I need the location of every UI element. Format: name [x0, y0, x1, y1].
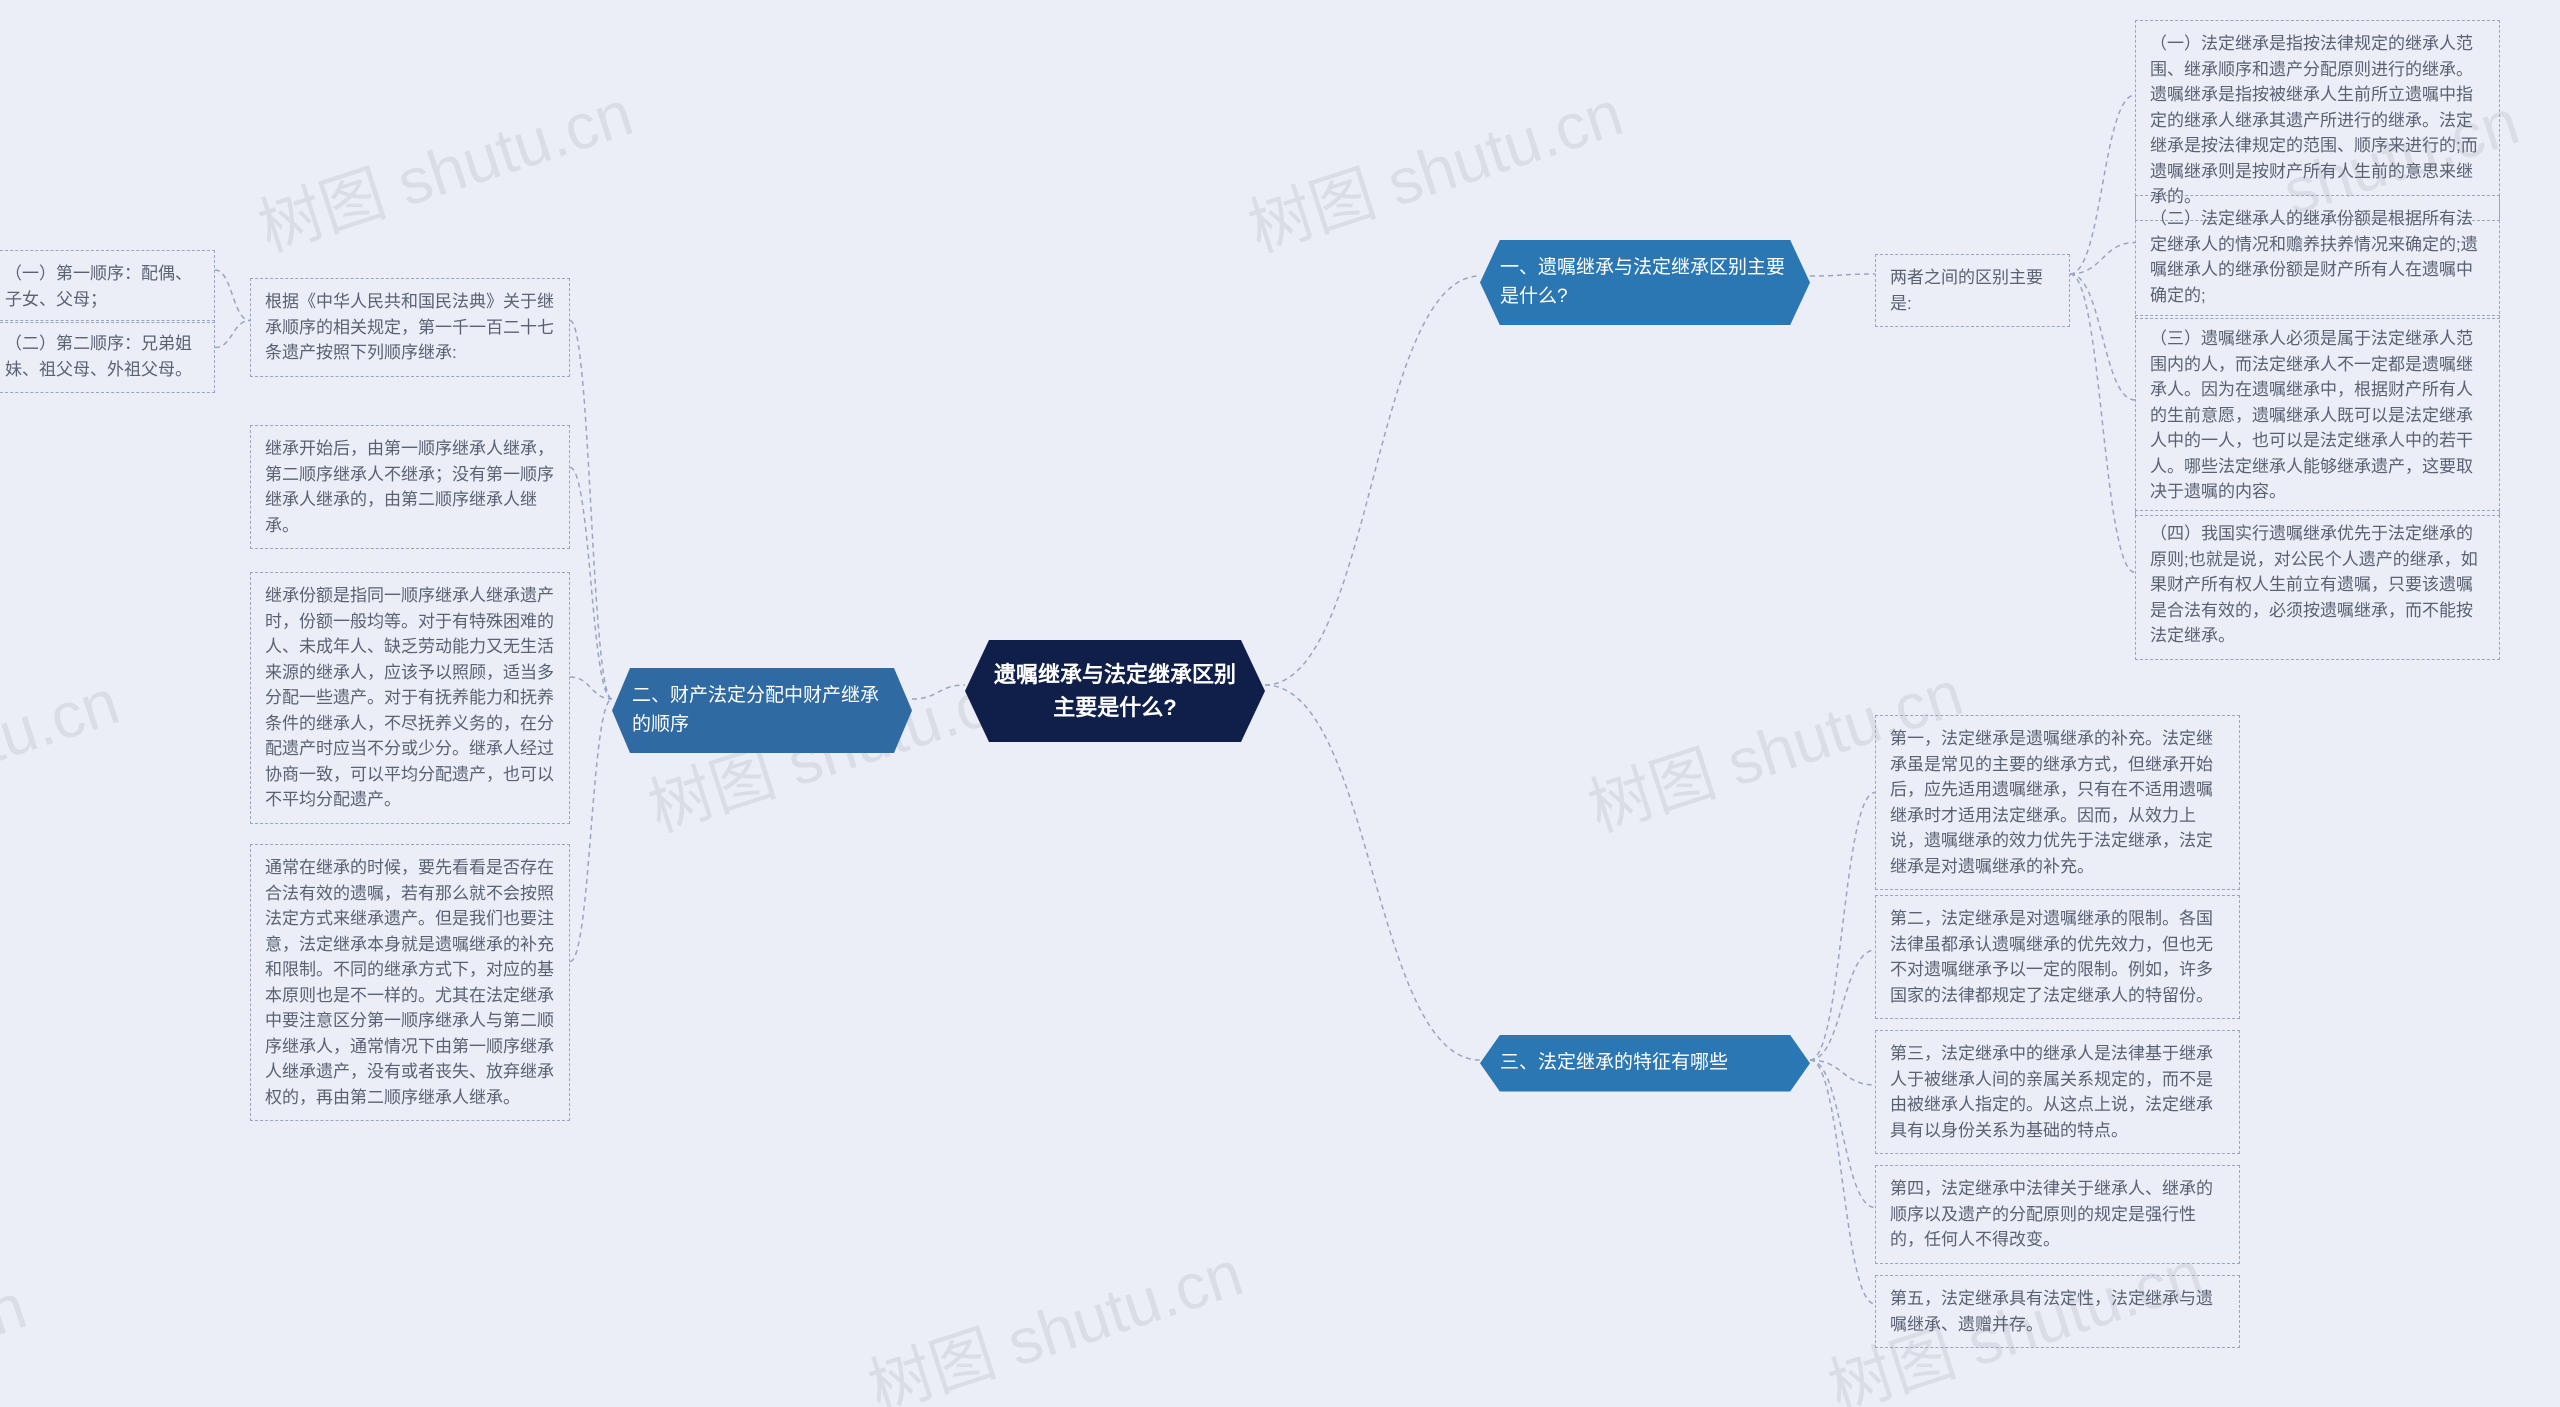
branch-2-label: 二、财产法定分配中财产继承的顺序 — [632, 685, 879, 735]
branch-1-item-1: （二）法定继承人的继承份额是根据所有法定继承人的情况和赡养扶养情况来确定的;遗嘱… — [2135, 195, 2500, 319]
branch-2-box-c-text: 继承份额是指同一顺序继承人继承遗产时，份额一般均等。对于有特殊困难的人、未成年人… — [265, 586, 554, 809]
branch-1-intro-text: 两者之间的区别主要是: — [1890, 268, 2043, 313]
branch-3-item-0: 第一，法定继承是遗嘱继承的补充。法定继承虽是常见的主要的继承方式，但继承开始后，… — [1875, 715, 2240, 890]
branch-2-sub-1: （二）第二顺序：兄弟姐妹、祖父母、外祖父母。 — [0, 320, 215, 393]
branch-1-item-3: （四）我国实行遗嘱继承优先于法定继承的原则;也就是说，对公民个人遗产的继承，如果… — [2135, 510, 2500, 660]
branch-1: 一、遗嘱继承与法定继承区别主要是什么? — [1480, 240, 1810, 325]
branch-1-label: 一、遗嘱继承与法定继承区别主要是什么? — [1500, 257, 1785, 307]
branch-2-box-c: 继承份额是指同一顺序继承人继承遗产时，份额一般均等。对于有特殊困难的人、未成年人… — [250, 572, 570, 824]
branch-1-item-0: （一）法定继承是指按法律规定的继承人范围、继承顺序和遗产分配原则进行的继承。遗嘱… — [2135, 20, 2500, 221]
branch-3-item-3: 第四，法定继承中法律关于继承人、继承的顺序以及遗产的分配原则的规定是强行性的，任… — [1875, 1165, 2240, 1264]
branch-2-box-d: 通常在继承的时候，要先看看是否存在合法有效的遗嘱，若有那么就不会按照法定方式来继… — [250, 844, 570, 1121]
branch-3-label: 三、法定继承的特征有哪些 — [1500, 1052, 1728, 1073]
root-node: 遗嘱继承与法定继承区别主要是什么? — [965, 640, 1265, 742]
branch-1-intro: 两者之间的区别主要是: — [1875, 254, 2070, 327]
branch-2: 二、财产法定分配中财产继承的顺序 — [612, 668, 912, 753]
branch-2-sub-0: （一）第一顺序：配偶、子女、父母； — [0, 250, 215, 323]
root-label: 遗嘱继承与法定继承区别主要是什么? — [994, 662, 1236, 720]
branch-3: 三、法定继承的特征有哪些 — [1480, 1035, 1810, 1092]
branch-3-item-1: 第二，法定继承是对遗嘱继承的限制。各国法律虽都承认遗嘱继承的优先效力，但也无不对… — [1875, 895, 2240, 1019]
branch-2-box-a-text: 根据《中华人民共和国民法典》关于继承顺序的相关规定，第一千一百二十七条遗产按照下… — [265, 292, 554, 362]
branch-2-box-b-text: 继承开始后，由第一顺序继承人继承，第二顺序继承人不继承；没有第一顺序继承人继承的… — [265, 439, 554, 535]
branch-2-box-d-text: 通常在继承的时候，要先看看是否存在合法有效的遗嘱，若有那么就不会按照法定方式来继… — [265, 858, 554, 1107]
branch-3-item-2: 第三，法定继承中的继承人是法律基于继承人于被继承人间的亲属关系规定的，而不是由被… — [1875, 1030, 2240, 1154]
branch-2-box-a: 根据《中华人民共和国民法典》关于继承顺序的相关规定，第一千一百二十七条遗产按照下… — [250, 278, 570, 377]
branch-2-box-b: 继承开始后，由第一顺序继承人继承，第二顺序继承人不继承；没有第一顺序继承人继承的… — [250, 425, 570, 549]
branch-1-item-2: （三）遗嘱继承人必须是属于法定继承人范围内的人，而法定继承人不一定都是遗嘱继承人… — [2135, 315, 2500, 516]
branch-3-item-4: 第五，法定继承具有法定性，法定继承与遗嘱继承、遗赠并存。 — [1875, 1275, 2240, 1348]
